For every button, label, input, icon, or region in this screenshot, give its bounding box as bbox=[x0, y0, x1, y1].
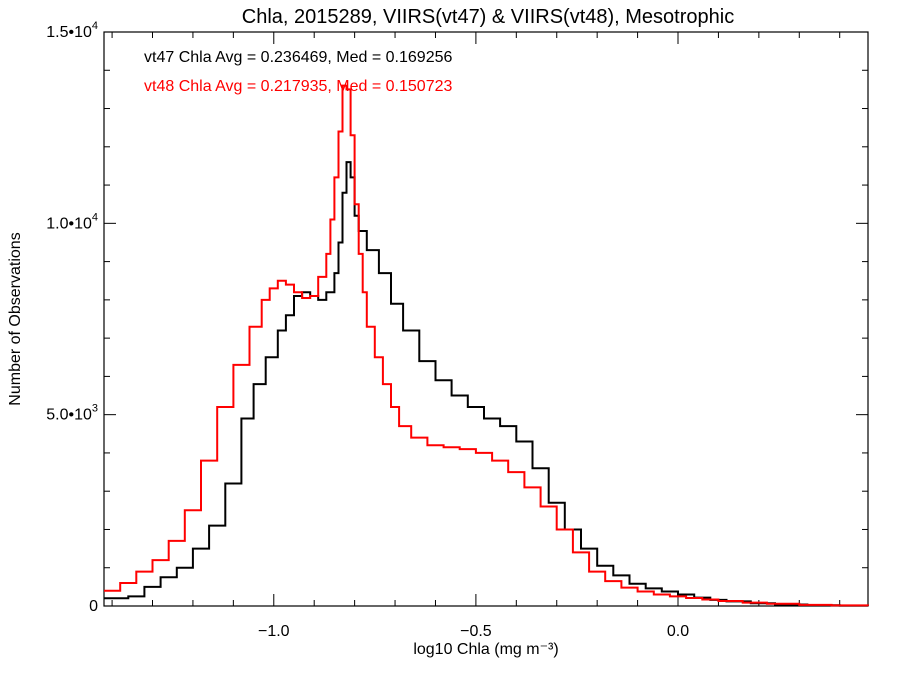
series-group bbox=[104, 84, 869, 607]
annotation-vt47: vt47 Chla Avg = 0.236469, Med = 0.169256 bbox=[144, 49, 452, 66]
y-tick-label: 1.0•104 bbox=[46, 211, 98, 232]
y-tick-label: 1.5•104 bbox=[46, 20, 98, 41]
annotation-vt48: vt48 Chla Avg = 0.217935, Med = 0.150723 bbox=[144, 78, 452, 95]
chart-title: Chla, 2015289, VIIRS(vt47) & VIIRS(vt48)… bbox=[242, 6, 734, 28]
y-tick-label: 0 bbox=[89, 598, 98, 615]
plot-frame bbox=[103, 31, 869, 607]
axes: −1.0 −0.5 0.0 0 5.0•103 1.0•104 1.5•104 bbox=[46, 20, 868, 640]
x-tick-label: −1.0 bbox=[258, 623, 290, 640]
x-axis-label: log10 Chla (mg m⁻³) bbox=[413, 641, 558, 658]
y-tick-label: 5.0•103 bbox=[46, 403, 98, 424]
x-tick-label: −0.5 bbox=[460, 623, 492, 640]
series-vt47-line bbox=[104, 161, 869, 607]
series-vt48-line bbox=[104, 84, 869, 607]
x-tick-label: 0.0 bbox=[667, 623, 689, 640]
y-axis-label: Number of Observations bbox=[7, 232, 24, 405]
